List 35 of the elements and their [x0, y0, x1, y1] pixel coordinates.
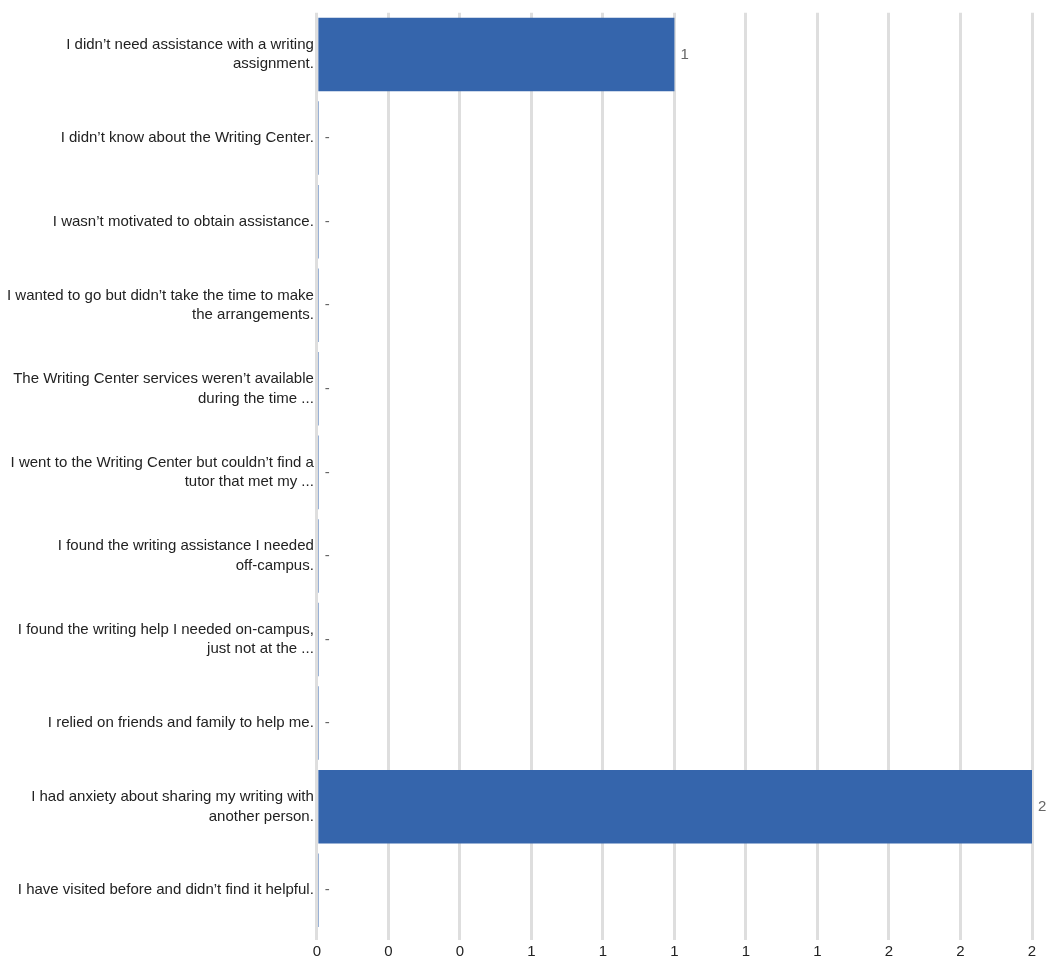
x-tick-label: 2 [884, 942, 894, 960]
bar [318, 17, 675, 92]
x-tick-label: 0 [312, 942, 322, 960]
x-tick-label: 1 [527, 942, 536, 960]
data-label: - [324, 295, 330, 313]
data-label: - [324, 128, 330, 146]
y-tick-label: I had anxiety about sharing my writing with another person. [31, 787, 314, 824]
data-label: 1 [680, 44, 689, 62]
y-tick-label: I have visited before and didn’t find it helpful. [17, 880, 314, 898]
data-label: - [324, 211, 330, 229]
data-label: 2 [1038, 796, 1047, 814]
y-tick-label: I found the writing assistance I needed off-campus. [57, 536, 314, 573]
bar [318, 769, 1032, 844]
x-tick-label: 2 [956, 942, 965, 960]
x-tick-label: 0 [384, 942, 393, 960]
data-label: - [324, 378, 330, 396]
y-tick-label: I didn’t know about the Writing Center. [60, 128, 314, 146]
y-tick-label: I relied on friends and family to help me. [47, 713, 314, 731]
data-label: - [324, 880, 330, 898]
x-tick-label: 0 [455, 942, 465, 960]
x-tick-label: 2 [1027, 942, 1037, 960]
y-tick-label: I didn’t need assistance with a writing assignment. [66, 34, 314, 72]
data-label: - [324, 546, 330, 564]
data-label: - [324, 713, 330, 731]
y-tick-label: I went to the Writing Center but couldn’t find a tutor that met my ... [10, 452, 315, 490]
data-label: - [324, 629, 330, 647]
x-tick-label: 1 [813, 942, 822, 960]
y-tick-label: The Writing Center services weren’t available during the time ... [13, 369, 314, 406]
y-tick-label: I found the writing help I needed on-campus, just not at the ... [17, 619, 314, 657]
y-tick-label: I wasn’t motivated to obtain assistance. [52, 211, 314, 229]
x-tick-label: 1 [598, 942, 608, 960]
x-tick-label: 1 [741, 942, 751, 960]
y-tick-label: I wanted to go but didn’t take the time to make the arrangements. [6, 285, 314, 323]
data-label: - [324, 462, 330, 480]
x-tick-label: 1 [670, 942, 679, 960]
